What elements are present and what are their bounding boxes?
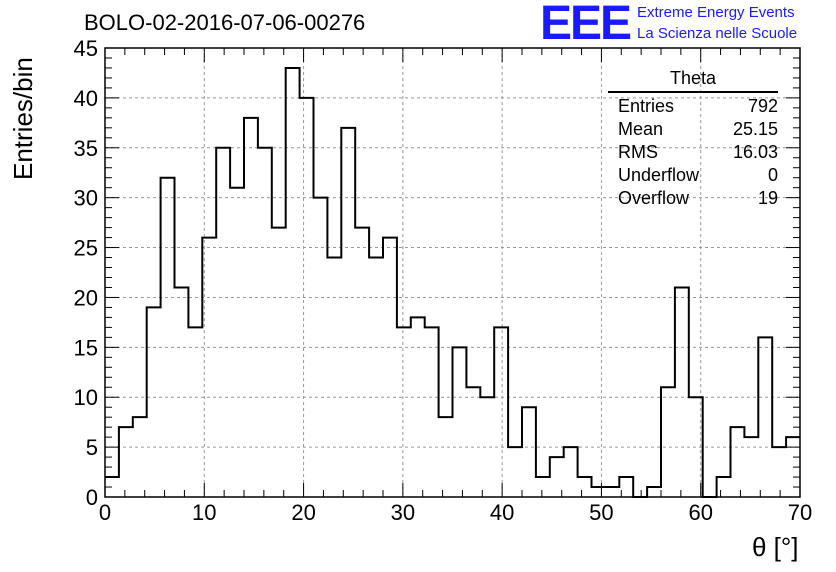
plot-frame [104,47,801,498]
stats-value: 0 [767,165,778,185]
y-axis-label: Entries/bin [8,57,38,180]
x-tick-label: 40 [490,500,514,525]
logo-text-line2: La Scienza nelle Scuole [637,25,798,42]
y-tick-label: 20 [74,285,98,310]
stats-label: RMS [618,142,658,162]
stats-value: 25.15 [732,119,778,139]
axis-ticks [104,47,801,498]
tick-labels: 0 10 20 30 40 50 60 70 0 5 10 15 20 25 30 35 40 45 [74,36,813,525]
y-tick-label: 25 [74,236,98,261]
y-tick-label: 5 [86,435,98,460]
x-tick-label: 10 [192,500,216,525]
chart-title: BOLO-02-2016-07-06-00276 [84,10,366,35]
plot-border [104,47,801,498]
stats-title: Theta [608,68,778,93]
stats-box: Theta Entries 792 Mean 25.15 RMS 16.03 U… [608,68,778,210]
x-tick-label: 20 [291,500,315,525]
stats-row-rms: RMS 16.03 [608,141,778,164]
stats-row-entries: Entries 792 [608,95,778,118]
y-tick-label: 30 [74,186,98,211]
y-tick-label: 45 [74,36,98,61]
stats-label: Underflow [618,165,700,185]
grid-lines [105,48,800,497]
stats-value: 19 [757,188,778,208]
stats-row-overflow: Overflow 19 [608,187,778,210]
x-tick-label: 60 [688,500,712,525]
eee-logo-icon: EEE [540,0,632,50]
y-tick-label: 0 [86,485,98,510]
stats-label: Overflow [618,188,690,208]
y-tick-label: 10 [74,385,98,410]
x-tick-label: 0 [99,500,111,525]
histogram-line [105,66,800,498]
stats-value: 16.03 [732,142,778,162]
x-axis-label: θ [°] [752,532,799,562]
y-tick-label: 35 [74,136,98,161]
stats-row-mean: Mean 25.15 [608,118,778,141]
logo-text-line1: Extreme Energy Events [637,4,795,21]
x-tick-label: 30 [391,500,415,525]
stats-row-underflow: Underflow 0 [608,164,778,187]
x-tick-label: 50 [589,500,613,525]
stats-value: 792 [747,96,778,116]
stats-label: Mean [618,119,664,139]
y-tick-label: 15 [74,335,98,360]
x-tick-label: 70 [788,500,812,525]
stats-label: Entries [618,96,675,116]
y-tick-label: 40 [74,86,98,111]
